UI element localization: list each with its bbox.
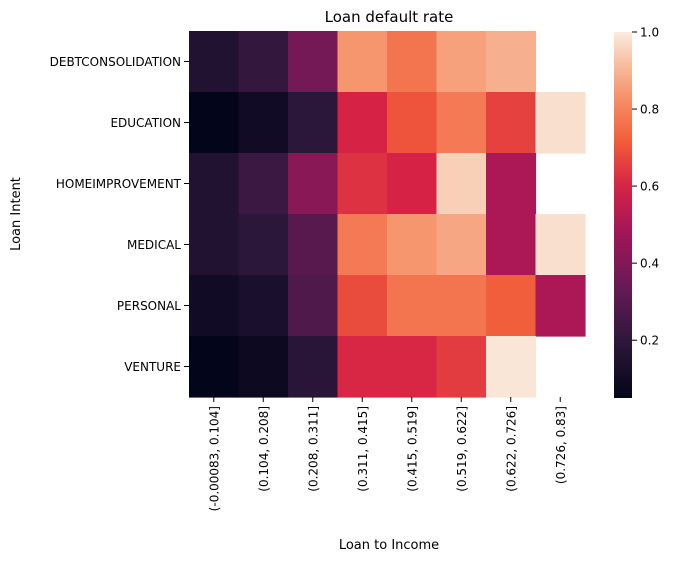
y-tick-label: VENTURE [124,360,181,374]
y-tick-label: MEDICAL [127,238,181,252]
heatmap-cell [189,214,240,276]
y-tick-label: PERSONAL [117,299,181,313]
colorbar-tick-label: 0.4 [640,257,659,271]
heatmap-cell [288,275,339,337]
x-axis-ticks: (-0.00083, 0.104] (0.104, 0.208] (0.208, 0… [207,397,568,511]
heatmap-cell [238,275,289,337]
x-tick-label: (0.415, 0.519] [405,406,419,492]
heatmap-cell [486,153,537,215]
heatmap-cell [436,214,487,276]
heatmap-cell [436,153,487,215]
colorbar-tick-label: 0.2 [640,334,659,348]
y-axis-label: Loan Intent [9,177,24,251]
colorbar-ticks: 0.2 0.4 0.6 0.8 1.0 [632,26,659,348]
heatmap-cell [387,214,438,276]
chart-title: Loan default rate [325,8,454,26]
x-tick-label: (-0.00083, 0.104] [207,406,221,511]
heatmap-cell [288,336,339,398]
heatmap-cell [288,153,339,215]
heatmap-cell [189,153,240,215]
heatmap-cell [486,31,537,93]
x-tick-label: (0.519, 0.622] [455,406,469,492]
heatmap-cell [387,31,438,93]
colorbar-tick-label: 0.6 [640,180,659,194]
x-tick-label: (0.208, 0.311] [306,406,320,492]
heatmap-cell [486,336,537,398]
x-tick-label: (0.622, 0.726] [504,406,518,492]
heatmap-cell [436,336,487,398]
heatmap-cell [535,214,586,276]
heatmap-cell [436,92,487,154]
heatmap-cell [189,31,240,93]
heatmap-cell [486,92,537,154]
x-axis-label: Loan to Income [339,538,439,553]
heatmap-cell [189,275,240,337]
x-tick-label: (0.104, 0.208] [257,406,271,492]
heatmap-cell [387,275,438,337]
x-tick-label: (0.311, 0.415] [356,406,370,492]
heatmap-cell [337,336,388,398]
heatmap-cell [535,92,586,154]
heatmap-cell [337,31,388,93]
heatmap-cell [387,92,438,154]
heatmap-cell [238,336,289,398]
heatmap-cell [288,214,339,276]
heatmap-cell [337,275,388,337]
x-tick-label: (0.726, 0.83] [554,406,568,484]
heatmap-cell [288,92,339,154]
heatmap-cell [238,92,289,154]
heatmap-cell [436,31,487,93]
heatmap-cell [337,153,388,215]
heatmap-cell [337,214,388,276]
y-tick-label: DEBTCONSOLIDATION [50,55,181,69]
heatmap-cells [189,31,586,398]
heatmap-cell [387,153,438,215]
y-axis-ticks: DEBTCONSOLIDATION EDUCATION HOMEIMPROVEMEN… [50,55,189,374]
heatmap-cell [337,92,388,154]
heatmap-cell [238,153,289,215]
heatmap-cell [288,31,339,93]
heatmap-cell [535,275,586,337]
heatmap-cell [189,92,240,154]
y-tick-label: HOMEIMPROVEMENT [56,177,182,191]
heatmap-cell [387,336,438,398]
heatmap-cell [486,275,537,337]
colorbar-tick-label: 1.0 [640,26,659,40]
heatmap-cell [486,214,537,276]
heatmap-cell [238,214,289,276]
heatmap-cell [238,31,289,93]
colorbar [614,32,632,398]
heatmap-cell [189,336,240,398]
y-tick-label: EDUCATION [110,116,181,130]
colorbar-tick-label: 0.8 [640,103,659,117]
heatmap-cell [436,275,487,337]
